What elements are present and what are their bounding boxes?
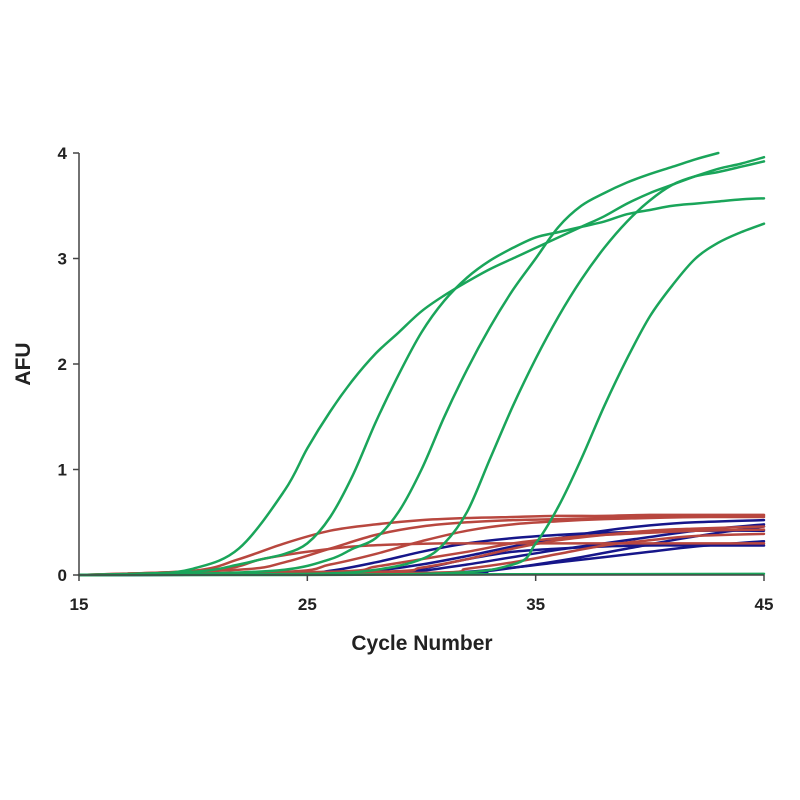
y-tick-label: 0 — [58, 566, 67, 585]
y-tick-label: 3 — [58, 250, 67, 269]
x-tick-label: 35 — [526, 595, 545, 614]
axes — [78, 153, 764, 576]
y-tick-label: 4 — [58, 144, 68, 163]
series-line-green-2 — [77, 197, 766, 577]
series-line-green-4 — [77, 160, 766, 577]
y-tick-label: 2 — [58, 355, 67, 374]
series-line-green-3 — [77, 151, 720, 577]
x-tick-label: 45 — [755, 595, 774, 614]
x-tick-label: 25 — [298, 595, 317, 614]
y-tick-label: 1 — [58, 461, 67, 480]
y-axis-title: AFU — [12, 342, 35, 385]
ticks — [73, 152, 765, 581]
x-tick-label: 15 — [70, 595, 89, 614]
tick-labels: 0 1 2 3 4 15 25 35 45 — [58, 144, 774, 614]
x-axis-title: Cycle Number — [351, 632, 492, 655]
series-line-green-1 — [77, 155, 766, 577]
series-line-red-7 — [77, 513, 766, 577]
plot-lines — [77, 151, 766, 577]
series-line-green-5 — [77, 222, 766, 577]
series-line-red-9 — [77, 514, 766, 577]
